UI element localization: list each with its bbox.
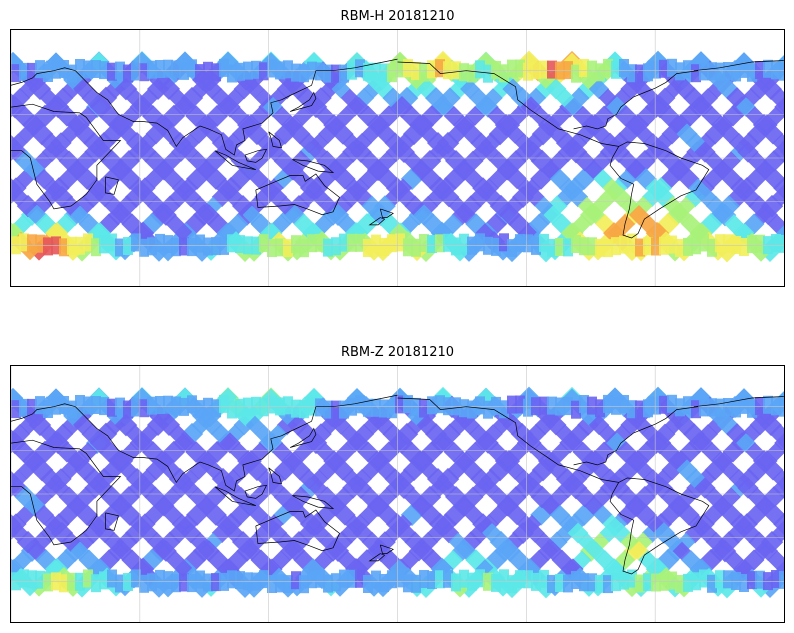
swath-layer xyxy=(11,50,784,263)
map-canvas-rbm-h xyxy=(11,30,784,286)
graticule xyxy=(11,366,784,622)
map-rbm-z xyxy=(10,365,785,623)
panel-title-rbm-h: RBM-H 20181210 xyxy=(340,9,455,24)
map-canvas-rbm-z xyxy=(11,366,784,622)
graticule xyxy=(11,30,784,286)
coastlines xyxy=(11,58,784,239)
coastlines xyxy=(11,394,784,575)
map-rbm-h xyxy=(10,29,785,287)
panel-title-rbm-z: RBM-Z 20181210 xyxy=(340,345,455,360)
